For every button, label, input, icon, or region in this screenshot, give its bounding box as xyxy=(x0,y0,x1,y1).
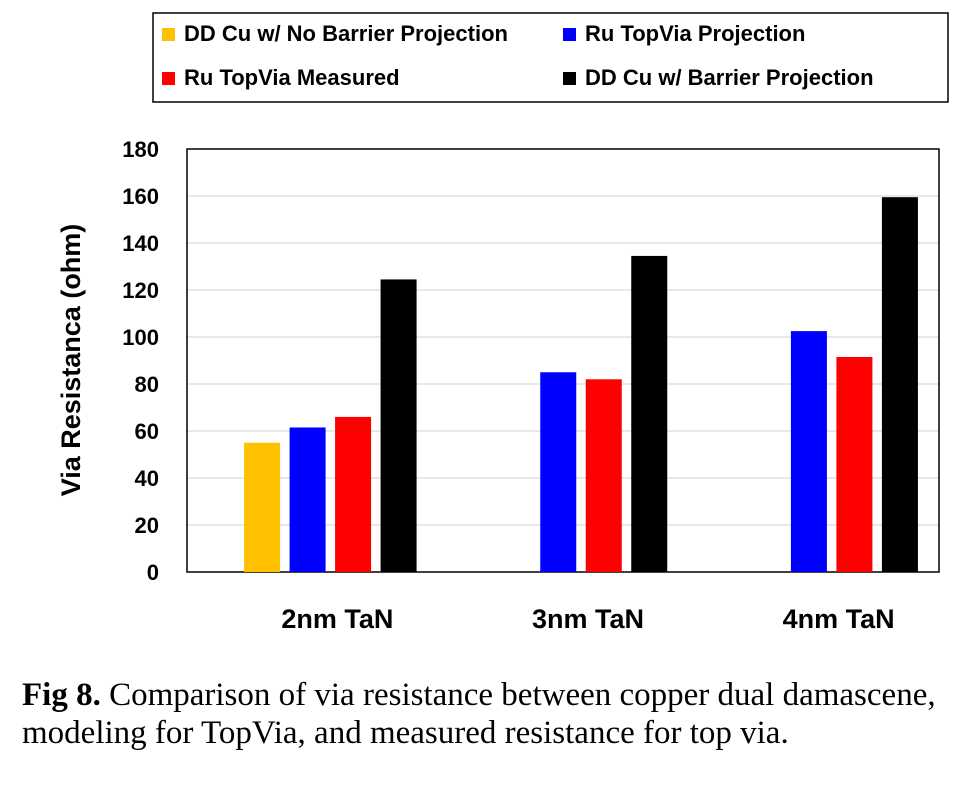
y-tick-label: 60 xyxy=(135,419,159,444)
y-axis-label: Via Resistanca (ohm) xyxy=(56,224,86,497)
bar xyxy=(380,279,417,572)
bar xyxy=(881,197,918,573)
legend-border xyxy=(152,12,949,103)
caption-label: Fig 8. xyxy=(22,677,101,713)
y-tick-label: 0 xyxy=(147,560,159,585)
bar xyxy=(244,442,281,572)
bars xyxy=(244,197,918,573)
bar xyxy=(585,379,622,572)
y-tick-label: 20 xyxy=(135,513,159,538)
figure-caption: Fig 8. Comparison of via resistance betw… xyxy=(22,676,952,752)
legend-label: Ru TopVia Projection xyxy=(585,21,805,46)
legend-label: Ru TopVia Measured xyxy=(184,65,400,90)
y-axis-ticks: 0 20 40 60 80 100 120 140 160 180 xyxy=(122,137,159,585)
y-tick-label: 140 xyxy=(122,231,159,256)
chart: DD Cu w/ No Barrier Projection Ru TopVia … xyxy=(56,12,949,634)
bar xyxy=(631,255,668,573)
bar xyxy=(540,372,577,572)
bar xyxy=(335,416,372,572)
legend-label: DD Cu w/ No Barrier Projection xyxy=(184,21,508,46)
y-tick-label: 100 xyxy=(122,325,159,350)
bar xyxy=(836,356,873,572)
legend-swatch xyxy=(563,28,576,41)
bar xyxy=(289,427,326,572)
y-tick-label: 180 xyxy=(122,137,159,162)
y-tick-label: 40 xyxy=(135,466,159,491)
legend-swatch xyxy=(162,72,175,85)
y-tick-label: 120 xyxy=(122,278,159,303)
legend: DD Cu w/ No Barrier Projection Ru TopVia … xyxy=(152,12,949,103)
caption-text: Comparison of via resistance between cop… xyxy=(22,677,936,751)
bar xyxy=(790,331,827,572)
y-tick-label: 80 xyxy=(135,372,159,397)
x-category-label: 3nm TaN xyxy=(532,604,644,634)
y-tick-label: 160 xyxy=(122,184,159,209)
legend-swatch xyxy=(162,28,175,41)
x-category-label: 4nm TaN xyxy=(783,604,895,634)
legend-swatch xyxy=(563,72,576,85)
x-category-label: 2nm TaN xyxy=(281,604,393,634)
x-axis-categories: 2nm TaN 3nm TaN 4nm TaN xyxy=(281,604,894,634)
legend-label: DD Cu w/ Barrier Projection xyxy=(585,65,874,90)
plot-area: 0 20 40 60 80 100 120 140 160 180 2nm TaN 3nm TaN 4… xyxy=(122,137,940,634)
